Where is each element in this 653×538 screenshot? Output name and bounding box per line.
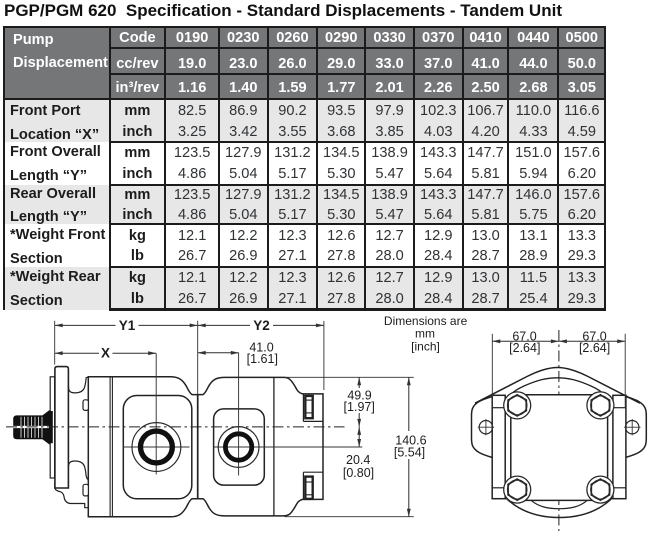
svg-text:140.6: 140.6: [395, 433, 426, 447]
svg-text:[2.64]: [2.64]: [509, 341, 540, 355]
svg-text:[inch]: [inch]: [411, 340, 440, 354]
svg-text:41.0: 41.0: [249, 340, 273, 354]
svg-text:[5.54]: [5.54]: [394, 445, 425, 459]
svg-text:Y1: Y1: [119, 318, 136, 333]
svg-text:[0.80]: [0.80]: [343, 466, 374, 480]
svg-text:67.0: 67.0: [512, 330, 536, 344]
svg-text:[1.61]: [1.61]: [247, 352, 278, 366]
svg-text:Dimensions are: Dimensions are: [384, 314, 468, 328]
svg-text:[2.64]: [2.64]: [579, 341, 610, 355]
svg-text:Y2: Y2: [253, 318, 270, 333]
svg-text:X: X: [101, 346, 110, 361]
svg-text:[1.97]: [1.97]: [344, 400, 375, 414]
svg-text:67.0: 67.0: [582, 330, 606, 344]
svg-text:20.4: 20.4: [346, 453, 370, 467]
svg-text:mm: mm: [415, 327, 435, 341]
svg-text:49.9: 49.9: [347, 388, 371, 402]
